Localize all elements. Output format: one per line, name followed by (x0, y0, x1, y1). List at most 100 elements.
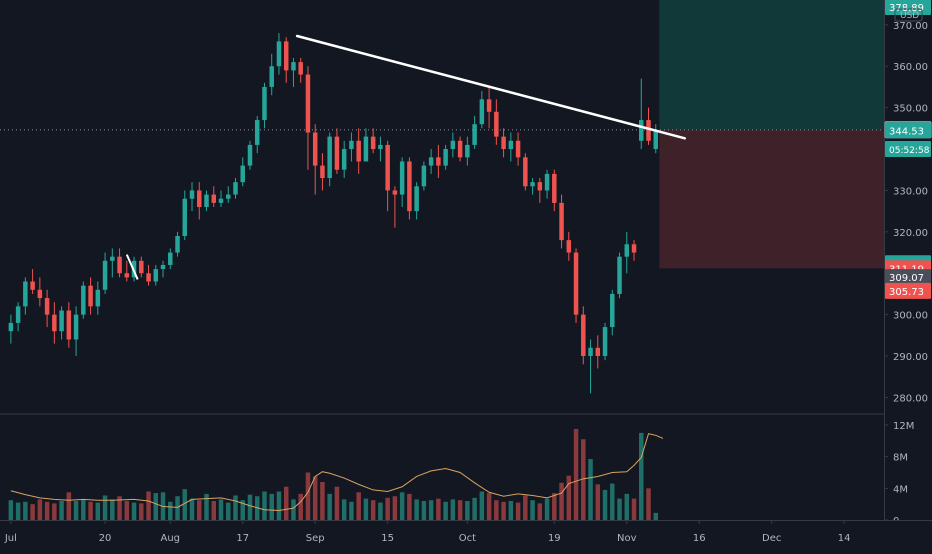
price-labels: 378.89344.64344.5305:52:58312.41311.1930… (884, 0, 932, 299)
volume-tick-label: 8M (893, 453, 908, 464)
candle-body (73, 314, 79, 340)
volume-bar (414, 499, 419, 520)
volume-bar (378, 502, 383, 520)
candle-body (168, 252, 173, 265)
candle-body (399, 161, 405, 195)
volume-bars-layer (8, 428, 659, 520)
candle-body (595, 347, 601, 357)
candle-body (515, 140, 521, 158)
candle-body (334, 136, 340, 170)
candle-body (501, 136, 506, 150)
candle-body (276, 41, 282, 67)
candles-layer (8, 33, 659, 394)
price-label-tag (885, 141, 931, 158)
candle-body (37, 289, 43, 299)
candle-body (269, 66, 274, 87)
candle-body (639, 120, 644, 141)
candle-body (349, 140, 354, 150)
volume-bar (465, 501, 470, 520)
candle-body (559, 202, 564, 241)
target-zone (659, 0, 884, 130)
candle-body (530, 182, 535, 187)
candle-body (631, 244, 637, 253)
candle-body (262, 86, 267, 121)
volume-bar (312, 476, 318, 520)
volume-bar (175, 496, 180, 520)
volume-bar (8, 500, 14, 520)
time-tick-label: 16 (693, 533, 706, 544)
candle-body (204, 194, 209, 207)
small-trend-marker (125, 254, 139, 280)
volume-bar (450, 499, 456, 520)
candle-body (581, 314, 586, 357)
candle-body (407, 161, 412, 212)
volume-bar (110, 499, 115, 520)
candle-body (117, 256, 122, 274)
volume-bar (472, 497, 477, 520)
volume-bar (363, 498, 369, 520)
candle-body (30, 281, 35, 290)
time-tick-label: Nov (617, 533, 637, 544)
candle-body (225, 194, 231, 199)
volume-bar (320, 482, 325, 520)
price-tick-label: 360.00 (893, 62, 928, 73)
volume-bar (479, 491, 485, 520)
candle-body (15, 306, 21, 323)
volume-bar (23, 501, 28, 520)
candle-body (247, 144, 253, 166)
candle-body (414, 186, 419, 212)
volume-bar (617, 498, 622, 520)
time-tick-label: 19 (548, 533, 561, 544)
currency-label[interactable]: USD (900, 11, 919, 21)
volume-bar (428, 500, 434, 520)
candle-body (240, 165, 245, 183)
volume-bar (523, 495, 528, 520)
candle-body (457, 140, 463, 158)
time-tick-label: Aug (161, 533, 181, 544)
drawings-layer[interactable] (125, 34, 686, 280)
volume-bar (117, 496, 122, 520)
candle-body (320, 165, 325, 179)
price-tick-label: 370.00 (893, 21, 928, 32)
candle-body (378, 144, 383, 150)
stop-zone (659, 129, 884, 269)
candle-body (610, 293, 615, 328)
candle-body (428, 157, 434, 166)
volume-bar (631, 498, 637, 520)
volume-bar (102, 495, 108, 520)
candle-body (291, 62, 296, 71)
volume-bar (573, 428, 579, 520)
candle-body (59, 310, 64, 332)
candle-body (617, 256, 622, 294)
price-axis[interactable]: 280.00290.00300.00310.00320.00330.00340.… (884, 0, 932, 550)
candle-body (573, 252, 579, 315)
candle-body (124, 273, 130, 278)
volume-bar (131, 502, 137, 520)
volume-bar (30, 504, 35, 520)
time-tick-label: 15 (381, 533, 394, 544)
price-label-text: 05:52:58 (889, 146, 930, 156)
candle-body (88, 285, 93, 307)
volume-bar (66, 492, 72, 520)
candle-body (254, 120, 260, 145)
volume-bar (370, 500, 376, 520)
candle-body (139, 260, 144, 274)
volume-bar (95, 502, 101, 520)
time-axis[interactable]: Jul 20 Aug 17 Sep 15 Oct 19 Nov 16 Dec 14 (0, 520, 932, 550)
candle-body (66, 310, 72, 340)
candle-body (443, 149, 448, 166)
volume-bar (501, 501, 506, 520)
candle-body (95, 289, 101, 307)
volume-bar (298, 493, 303, 520)
volume-bar (88, 501, 93, 520)
volume-bar (247, 494, 253, 520)
candle-body (233, 182, 238, 195)
time-ticks: Jul 20 Aug 17 Sep 15 Oct 19 Nov 16 Dec 14 (4, 520, 851, 544)
candle-body (450, 140, 456, 150)
volume-bar (269, 493, 274, 520)
price-label-tag (885, 282, 931, 299)
volume-tick-label: 12M (893, 421, 914, 432)
volume-bar (262, 491, 267, 520)
